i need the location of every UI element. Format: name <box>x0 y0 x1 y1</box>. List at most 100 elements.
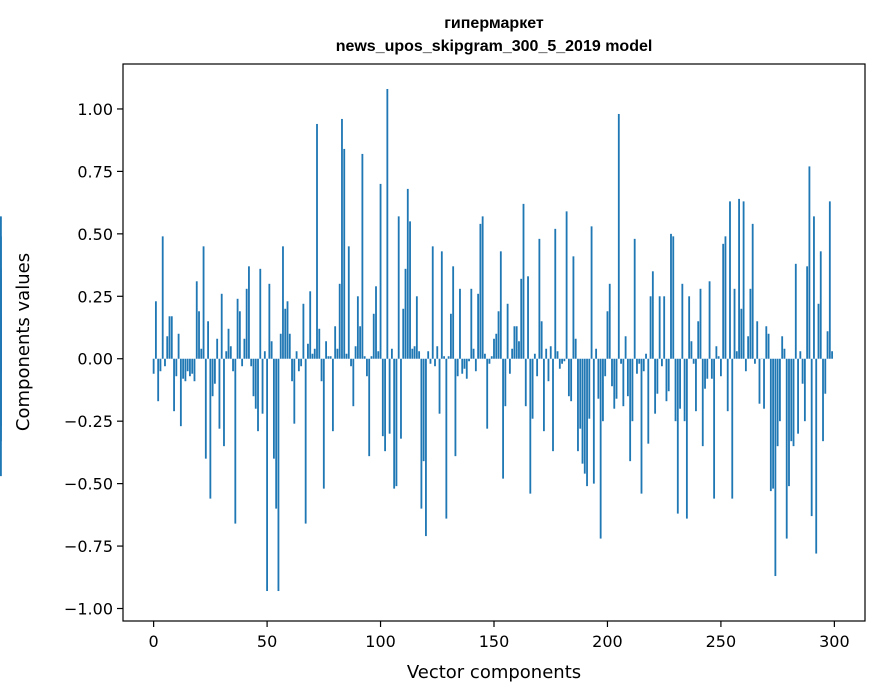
bar <box>154 301 157 359</box>
bar <box>370 356 373 359</box>
bar <box>359 326 362 359</box>
bar <box>629 358 632 462</box>
bar <box>751 223 754 359</box>
bar <box>182 358 185 379</box>
bar <box>767 333 770 359</box>
bar <box>397 216 400 359</box>
bar <box>282 246 284 359</box>
bar <box>229 346 232 359</box>
bar <box>164 358 166 367</box>
x-tick-label: 150 <box>479 632 510 651</box>
bar <box>572 256 575 359</box>
bar <box>563 358 566 362</box>
bar <box>193 358 196 382</box>
bar <box>511 348 514 359</box>
bar <box>300 358 303 367</box>
bar <box>649 296 652 359</box>
bar <box>338 283 341 359</box>
bar <box>588 358 591 419</box>
bar <box>788 358 790 487</box>
bar <box>415 296 418 359</box>
bar <box>631 358 634 422</box>
bar <box>322 358 325 489</box>
bar <box>518 341 520 359</box>
bar <box>350 358 352 367</box>
bar <box>640 358 643 494</box>
bar <box>297 358 300 372</box>
bar <box>676 358 679 514</box>
bar <box>681 283 684 359</box>
bar <box>207 321 209 359</box>
bar <box>377 351 380 359</box>
bar <box>443 356 445 359</box>
bar <box>490 356 493 359</box>
bar <box>529 358 532 494</box>
bar <box>726 358 729 412</box>
bar <box>241 358 244 367</box>
bar <box>724 236 727 359</box>
bar <box>465 358 468 379</box>
y-tick-label: −1.00 <box>64 600 113 619</box>
bar <box>717 356 720 359</box>
bar <box>638 358 641 364</box>
bar <box>558 358 561 369</box>
bar <box>497 311 500 359</box>
bar <box>645 353 647 359</box>
bar <box>213 358 216 384</box>
bar <box>538 238 541 359</box>
y-tick-label: 0.50 <box>77 225 113 244</box>
bar <box>658 296 661 359</box>
bar <box>227 328 230 359</box>
bar <box>656 358 659 394</box>
bar <box>579 358 582 429</box>
bar <box>808 166 811 359</box>
bar <box>493 338 495 359</box>
bar <box>238 311 241 359</box>
bar <box>456 358 459 377</box>
bar <box>198 311 200 359</box>
bar <box>651 271 654 359</box>
bar <box>570 358 573 402</box>
bar <box>363 356 366 359</box>
bar <box>597 358 600 399</box>
bar <box>304 358 307 524</box>
bar <box>318 328 321 359</box>
bar <box>252 358 255 397</box>
bar <box>706 358 709 379</box>
bar <box>774 358 777 577</box>
bar <box>309 291 312 359</box>
bar <box>440 251 443 359</box>
bar <box>336 348 339 359</box>
bar <box>211 358 214 397</box>
bar <box>449 313 452 359</box>
bar <box>699 288 702 359</box>
y-tick-label: 0.25 <box>77 287 113 306</box>
bar <box>186 358 189 372</box>
bar <box>284 308 287 359</box>
bar <box>422 358 425 462</box>
bar <box>540 321 543 359</box>
bar <box>710 358 713 379</box>
bar <box>794 263 797 359</box>
bar <box>654 358 657 414</box>
bar <box>168 316 171 359</box>
bar <box>536 358 539 377</box>
bar <box>769 358 772 492</box>
bar <box>161 236 164 359</box>
bar <box>257 358 259 432</box>
bar <box>595 348 598 359</box>
bar <box>291 358 293 382</box>
bar <box>826 331 829 359</box>
bar <box>815 358 818 554</box>
bar <box>195 281 198 359</box>
bar <box>674 358 677 422</box>
bar <box>765 326 768 359</box>
chart-subtitle: news_upos_skipgram_300_5_2019 model <box>336 38 653 55</box>
bar <box>381 358 384 437</box>
bar <box>683 358 686 422</box>
bar <box>661 358 663 367</box>
bar <box>293 358 296 424</box>
bar <box>170 316 173 359</box>
bar <box>731 358 734 499</box>
bar <box>463 358 466 369</box>
